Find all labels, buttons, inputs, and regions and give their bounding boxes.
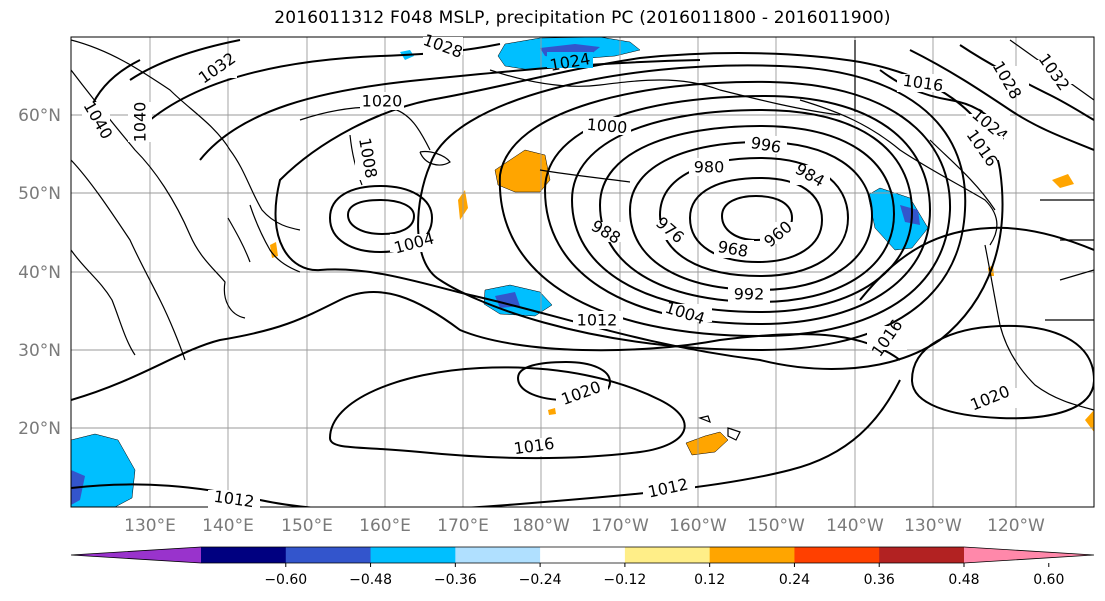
isobar-label: 1020 [362,92,403,111]
lon-label: 140°E [202,516,254,536]
lon-label: 150°E [281,516,333,536]
colorbar: −0.60 −0.48 −0.36 −0.24 −0.12 0.12 0.24 0.36 0.4… [70,546,1095,588]
lat-label: 40°N [18,263,61,283]
lat-label: 20°N [18,419,61,439]
coastlines [71,39,1094,441]
lon-label: 180°W [512,516,570,536]
lat-label: 50°N [18,184,61,204]
map-frame [70,36,1095,508]
colorbar-extend-low [71,547,201,563]
colorbar-tick-label: 0.12 [694,572,725,588]
colorbar-segment [709,547,795,563]
colorbar-segment [624,547,711,563]
colorbar-segment [201,547,287,563]
lat-label: 30°N [18,341,61,361]
lon-label: 150°W [747,516,805,536]
colorbar-tick-label: −0.24 [519,572,562,588]
lat-label: 60°N [18,106,61,126]
colorbar-extend-high [964,547,1094,563]
lon-label: 130°W [904,516,962,536]
isobar-label: 1012 [577,311,618,330]
graticule [71,37,1094,507]
longitude-labels: 130°E 140°E 150°E 160°E 170°E 180°W 170°… [124,516,1045,536]
colorbar-tick-label: 0.24 [779,572,810,588]
colorbar-segment [455,547,541,563]
isobar-label: 1040 [131,102,150,143]
colorbar-tick-label: 0.36 [864,572,895,588]
colorbar-segment [794,547,880,563]
colorbar-tick-label: −0.36 [434,572,477,588]
lon-label: 120°W [987,516,1045,536]
lon-label: 160°W [669,516,727,536]
isobar-label: 992 [734,285,765,304]
isobar-label: 1000 [586,115,628,137]
colorbar-tick-label: −0.12 [603,572,646,588]
colorbar-outline [70,546,1095,564]
colorbar-tick-label: −0.48 [349,572,392,588]
isobar-label: 980 [694,158,725,177]
lon-label: 130°E [124,516,176,536]
colorbar-segment [370,547,456,563]
colorbar-segment [285,547,372,563]
lon-label: 140°W [826,516,884,536]
lon-label: 170°E [437,516,489,536]
lon-label: 170°W [591,516,649,536]
colorbar-tick-label: 0.60 [1033,572,1064,588]
map-title: 2016011312 F048 MSLP, precipitation PC (… [274,8,891,28]
colorbar-segment [879,547,965,563]
colorbar-tick-label: −0.60 [264,572,307,588]
colorbar-segment [540,547,626,563]
lon-label: 160°E [359,516,411,536]
colorbar-tick-label: 0.48 [948,572,979,588]
latitude-labels: 60°N 50°N 40°N 30°N 20°N [18,106,61,439]
